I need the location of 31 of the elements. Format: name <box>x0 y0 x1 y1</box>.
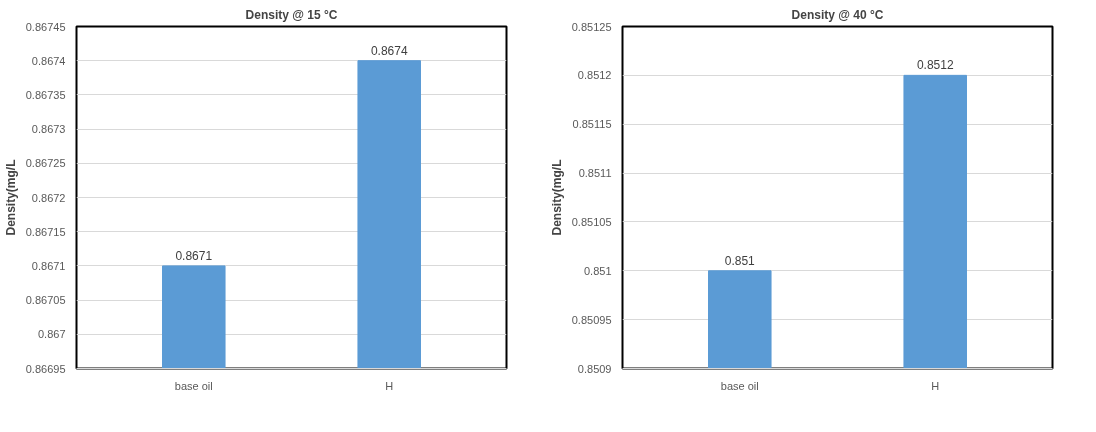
y-tick-label: 0.86695 <box>25 362 66 375</box>
y-tick-label: 0.85105 <box>571 215 612 228</box>
y-tick-label: 0.85125 <box>571 20 612 33</box>
x-tick-label: base oil <box>720 379 759 392</box>
y-tick-label: 0.851 <box>583 264 612 277</box>
y-tick-label: 0.86735 <box>25 88 66 101</box>
y-tick-label: 0.8512 <box>577 69 612 82</box>
y-tick-label: 0.8511 <box>578 167 612 180</box>
x-tick-label: H <box>385 379 394 392</box>
data-label: 0.8512 <box>916 58 954 73</box>
y-tick-label: 0.85095 <box>571 313 612 326</box>
y-tick-label: 0.86715 <box>25 225 66 238</box>
y-tick-label: 0.86745 <box>25 20 66 33</box>
y-tick-label: 0.8509 <box>577 362 612 375</box>
x-tick-label: base oil <box>174 379 213 392</box>
chart-title: Density @ 40 °C <box>791 7 884 22</box>
data-label: 0.851 <box>724 253 756 268</box>
y-tick-label: 0.867 <box>37 328 66 341</box>
y-axis-title: Density(mg/L <box>549 159 564 236</box>
y-tick-label: 0.8672 <box>31 191 66 204</box>
y-tick-label: 0.8671 <box>31 259 66 272</box>
y-tick-label: 0.8674 <box>31 54 66 67</box>
y-tick-label: 0.8673 <box>31 123 66 136</box>
chart-title: Density @ 15 °C <box>245 7 338 22</box>
y-tick-label: 0.86725 <box>25 157 66 170</box>
data-label: 0.8671 <box>175 248 213 263</box>
y-tick-label: 0.85115 <box>572 118 612 131</box>
y-tick-label: 0.86705 <box>25 294 66 307</box>
y-axis-title: Density(mg/L <box>3 159 18 236</box>
x-tick-label: H <box>931 379 940 392</box>
data-label: 0.8674 <box>370 43 408 58</box>
